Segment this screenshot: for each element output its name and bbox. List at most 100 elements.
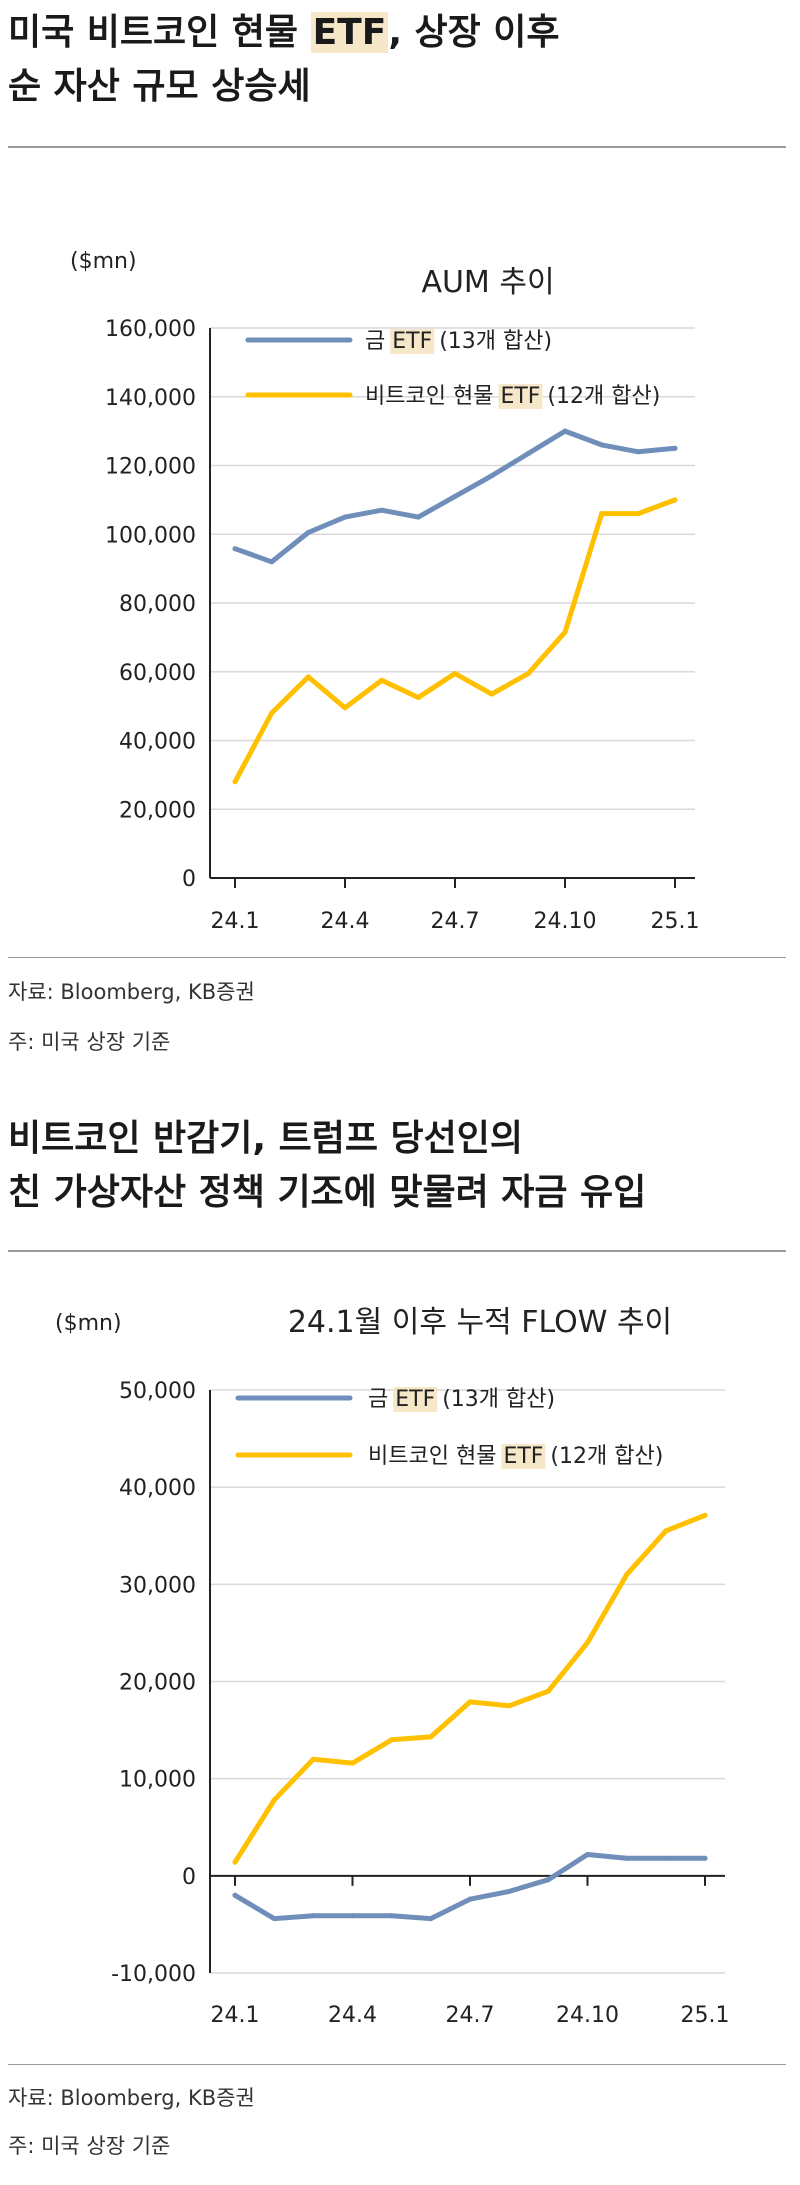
- data-point-bitcoin: [525, 670, 531, 676]
- chart2-heading: 비트코인 반감기, 트럼프 당선인의 친 가상자산 정책 기조에 맞물려 자금 …: [8, 1112, 646, 1220]
- data-point-bitcoin: [672, 497, 678, 503]
- data-point-gold: [271, 1916, 277, 1922]
- data-point-bitcoin: [489, 691, 495, 697]
- data-point-bitcoin: [232, 779, 238, 785]
- x-tick-label: 24.10: [534, 909, 597, 934]
- x-tick-label: 24.7: [431, 909, 480, 934]
- data-point-gold: [428, 1916, 434, 1922]
- aum-chart: ($mn) AUM 추이 0 20,000 40,000 60,000 80,000 100,…: [70, 249, 700, 934]
- data-point-bitcoin: [310, 1756, 316, 1762]
- footnote: 주: 미국 상장 기준: [8, 1030, 171, 1054]
- data-point-gold: [599, 442, 605, 448]
- legend-etf-highlight: [501, 1444, 546, 1469]
- legend-label-bitcoin: 비트코인 현물 ETF (12개 합산): [365, 384, 660, 409]
- heading-line: 비트코인 반감기, 트럼프 당선인의: [8, 1118, 523, 1159]
- data-point-gold: [415, 514, 421, 520]
- legend-etf-highlight: [393, 1387, 438, 1412]
- source-divider: [8, 957, 786, 958]
- data-point-bitcoin: [269, 710, 275, 716]
- y-tick-label: 120,000: [105, 455, 196, 480]
- y-tick-label: 0: [182, 1865, 196, 1890]
- data-point-gold: [269, 559, 275, 565]
- source-divider: [8, 2064, 786, 2065]
- y-tick-label: 50,000: [119, 1379, 196, 1404]
- y-tick-label: 0: [182, 867, 196, 892]
- data-point-bitcoin: [379, 677, 385, 683]
- x-tick-label: 25.1: [651, 909, 700, 934]
- data-point-bitcoin: [350, 1760, 355, 1766]
- data-point-gold: [232, 1892, 238, 1898]
- heading-line: 순 자산 규모 상승세: [8, 66, 311, 107]
- data-point-bitcoin: [702, 1512, 708, 1518]
- y-tick-label: 160,000: [105, 317, 196, 342]
- data-point-gold: [389, 1913, 395, 1919]
- data-point-gold: [702, 1855, 708, 1861]
- x-tick-label: 24.4: [328, 2003, 377, 2028]
- data-point-bitcoin: [305, 674, 311, 680]
- heading-line: 친 가상자산 정책 기조에 맞물려 자금 유입: [8, 1172, 647, 1213]
- data-point-gold: [545, 1877, 551, 1883]
- y-tick-label: 10,000: [119, 1768, 196, 1793]
- data-point-bitcoin: [415, 695, 421, 701]
- data-point-bitcoin: [342, 705, 348, 711]
- chart-title: AUM 추이: [421, 265, 554, 300]
- heading-line: 미국 비트코인 현물 ETF, 상장 이후: [8, 12, 560, 53]
- data-point-bitcoin: [545, 1688, 551, 1694]
- legend-etf-highlight: [498, 384, 543, 409]
- data-point-bitcoin: [232, 1859, 238, 1865]
- data-point-bitcoin: [428, 1734, 434, 1740]
- data-point-bitcoin: [635, 511, 641, 517]
- y-tick-label: 20,000: [119, 798, 196, 823]
- data-point-gold: [635, 449, 641, 455]
- source-note: 자료: Bloomberg, KB증권: [8, 2086, 255, 2110]
- data-point-gold: [585, 1851, 590, 1857]
- y-tick-label: 60,000: [119, 661, 196, 686]
- data-point-bitcoin: [585, 1640, 590, 1646]
- legend-etf-text: ETF: [503, 1444, 543, 1469]
- y-tick-label: 40,000: [119, 730, 196, 755]
- x-tick-label: 24.1: [211, 2003, 260, 2028]
- data-point-bitcoin: [389, 1737, 395, 1743]
- series-line-bitcoin: [232, 497, 678, 785]
- y-unit-label: ($mn): [70, 249, 137, 274]
- legend-etf-text: ETF: [500, 384, 540, 409]
- legend-etf-highlight: [390, 329, 435, 354]
- chart1-heading: 미국 비트코인 현물 ETF, 상장 이후 순 자산 규모 상승세: [8, 6, 560, 114]
- data-point-gold: [452, 493, 458, 499]
- legend-label-gold: 금 ETF (13개 합산): [368, 1387, 555, 1412]
- legend-label-bitcoin: 비트코인 현물 ETF (12개 합산): [368, 1444, 663, 1469]
- data-point-gold: [350, 1913, 355, 1919]
- legend-etf-text: ETF: [392, 329, 432, 354]
- data-point-gold: [305, 530, 311, 536]
- heading-divider: [8, 146, 786, 148]
- source-note: 자료: Bloomberg, KB증권: [8, 980, 255, 1004]
- y-tick-label: 20,000: [119, 1671, 196, 1696]
- data-point-gold: [525, 450, 531, 456]
- data-point-bitcoin: [562, 629, 568, 635]
- chart-title: 24.1월 이후 누적 FLOW 추이: [288, 1305, 672, 1340]
- x-tick-label: 25.1: [681, 2003, 730, 2028]
- data-point-gold: [232, 546, 238, 552]
- y-tick-label: 100,000: [105, 523, 196, 548]
- data-point-gold: [467, 1896, 473, 1902]
- data-point-gold: [342, 514, 348, 520]
- series-line-bitcoin: [232, 1512, 708, 1865]
- y-unit-label: ($mn): [55, 1311, 122, 1336]
- data-point-gold: [489, 473, 495, 479]
- data-point-gold: [672, 445, 678, 451]
- flow-chart: ($mn) 24.1월 이후 누적 FLOW 추이 -10,000 0 10,000 20…: [55, 1305, 730, 2028]
- x-tick-label: 24.4: [321, 909, 370, 934]
- etf-highlight: ETF: [310, 12, 389, 53]
- legend-etf-text: ETF: [395, 1387, 435, 1412]
- y-tick-label: -10,000: [111, 1962, 196, 1987]
- data-point-gold: [663, 1855, 669, 1861]
- data-point-bitcoin: [624, 1572, 630, 1578]
- data-point-gold: [562, 428, 568, 434]
- data-point-gold: [624, 1855, 630, 1861]
- data-point-gold: [379, 507, 385, 513]
- x-tick-label: 24.1: [211, 909, 260, 934]
- data-point-bitcoin: [452, 670, 458, 676]
- x-tick-label: 24.7: [446, 2003, 495, 2028]
- y-tick-label: 30,000: [119, 1573, 196, 1598]
- data-point-bitcoin: [663, 1528, 669, 1534]
